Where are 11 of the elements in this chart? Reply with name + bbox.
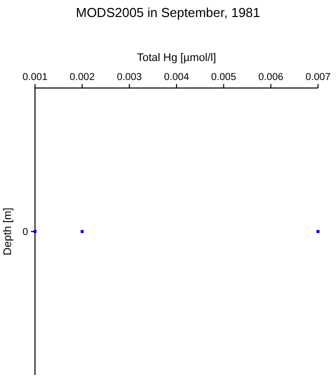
y-axis-title: Depth [m]	[2, 208, 14, 256]
chart-title: MODS2005 in September, 1981	[76, 5, 260, 20]
x-axis-title: Total Hg [µmol/l]	[136, 52, 216, 64]
x-tick-label: 0.004	[164, 72, 190, 83]
x-tick-label: 0.001	[22, 72, 48, 83]
y-tick-label: 0	[22, 227, 28, 238]
x-tick-label: 0.003	[116, 72, 142, 83]
x-tick-label: 0.007	[305, 72, 331, 83]
x-tick-label: 0.006	[258, 72, 284, 83]
x-tick-label: 0.005	[211, 72, 237, 83]
x-tick-label: 0.002	[70, 72, 96, 83]
